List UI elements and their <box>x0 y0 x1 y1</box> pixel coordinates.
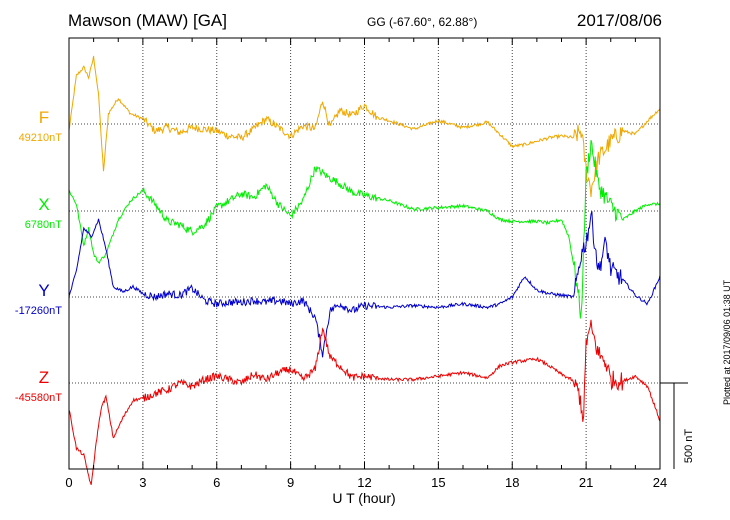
plotted-timestamp: Plotted at 2017/09/06 01:38 UT <box>722 279 730 405</box>
plot-date: 2017/08/06 <box>576 11 662 30</box>
x-tick-label: 0 <box>65 475 72 490</box>
series-line-y <box>68 211 661 358</box>
series-baseline-x: 6780nT <box>25 219 63 231</box>
series-name-f: F <box>39 108 49 127</box>
series-line-f <box>68 55 661 198</box>
station-coordinates: GG (-67.60°, 62.88°) <box>367 15 478 29</box>
series-baseline-y: -17260nT <box>15 305 62 317</box>
x-tick-label: 9 <box>287 475 294 490</box>
series-line-z <box>68 319 661 485</box>
x-tick-label: 6 <box>213 475 220 490</box>
x-tick-label: 18 <box>505 475 519 490</box>
x-tick-label: 21 <box>579 475 593 490</box>
x-tick-label: 3 <box>139 475 146 490</box>
series-name-x: X <box>38 195 49 214</box>
x-tick-label: 24 <box>653 475 667 490</box>
series-name-y: Y <box>38 281 49 300</box>
series-baseline-f: 49210nT <box>19 132 63 144</box>
series-name-z: Z <box>39 368 49 387</box>
x-axis-label: U T (hour) <box>332 490 395 506</box>
x-axis: 0 3 6 9 12 15 18 21 24 <box>65 38 667 490</box>
x-tick-label: 12 <box>357 475 371 490</box>
grid <box>69 38 660 469</box>
series-baseline-z: -45580nT <box>15 392 62 404</box>
station-title: Mawson (MAW) [GA] <box>68 11 227 30</box>
series-group <box>68 55 661 485</box>
series-labels: F 49210nT X 6780nT Y -17260nT Z -45580nT <box>15 108 62 404</box>
x-tick-label: 15 <box>431 475 445 490</box>
scale-bar: 500 nT <box>660 382 695 469</box>
series-line-x <box>68 139 661 319</box>
scale-bar-label: 500 nT <box>683 429 695 464</box>
